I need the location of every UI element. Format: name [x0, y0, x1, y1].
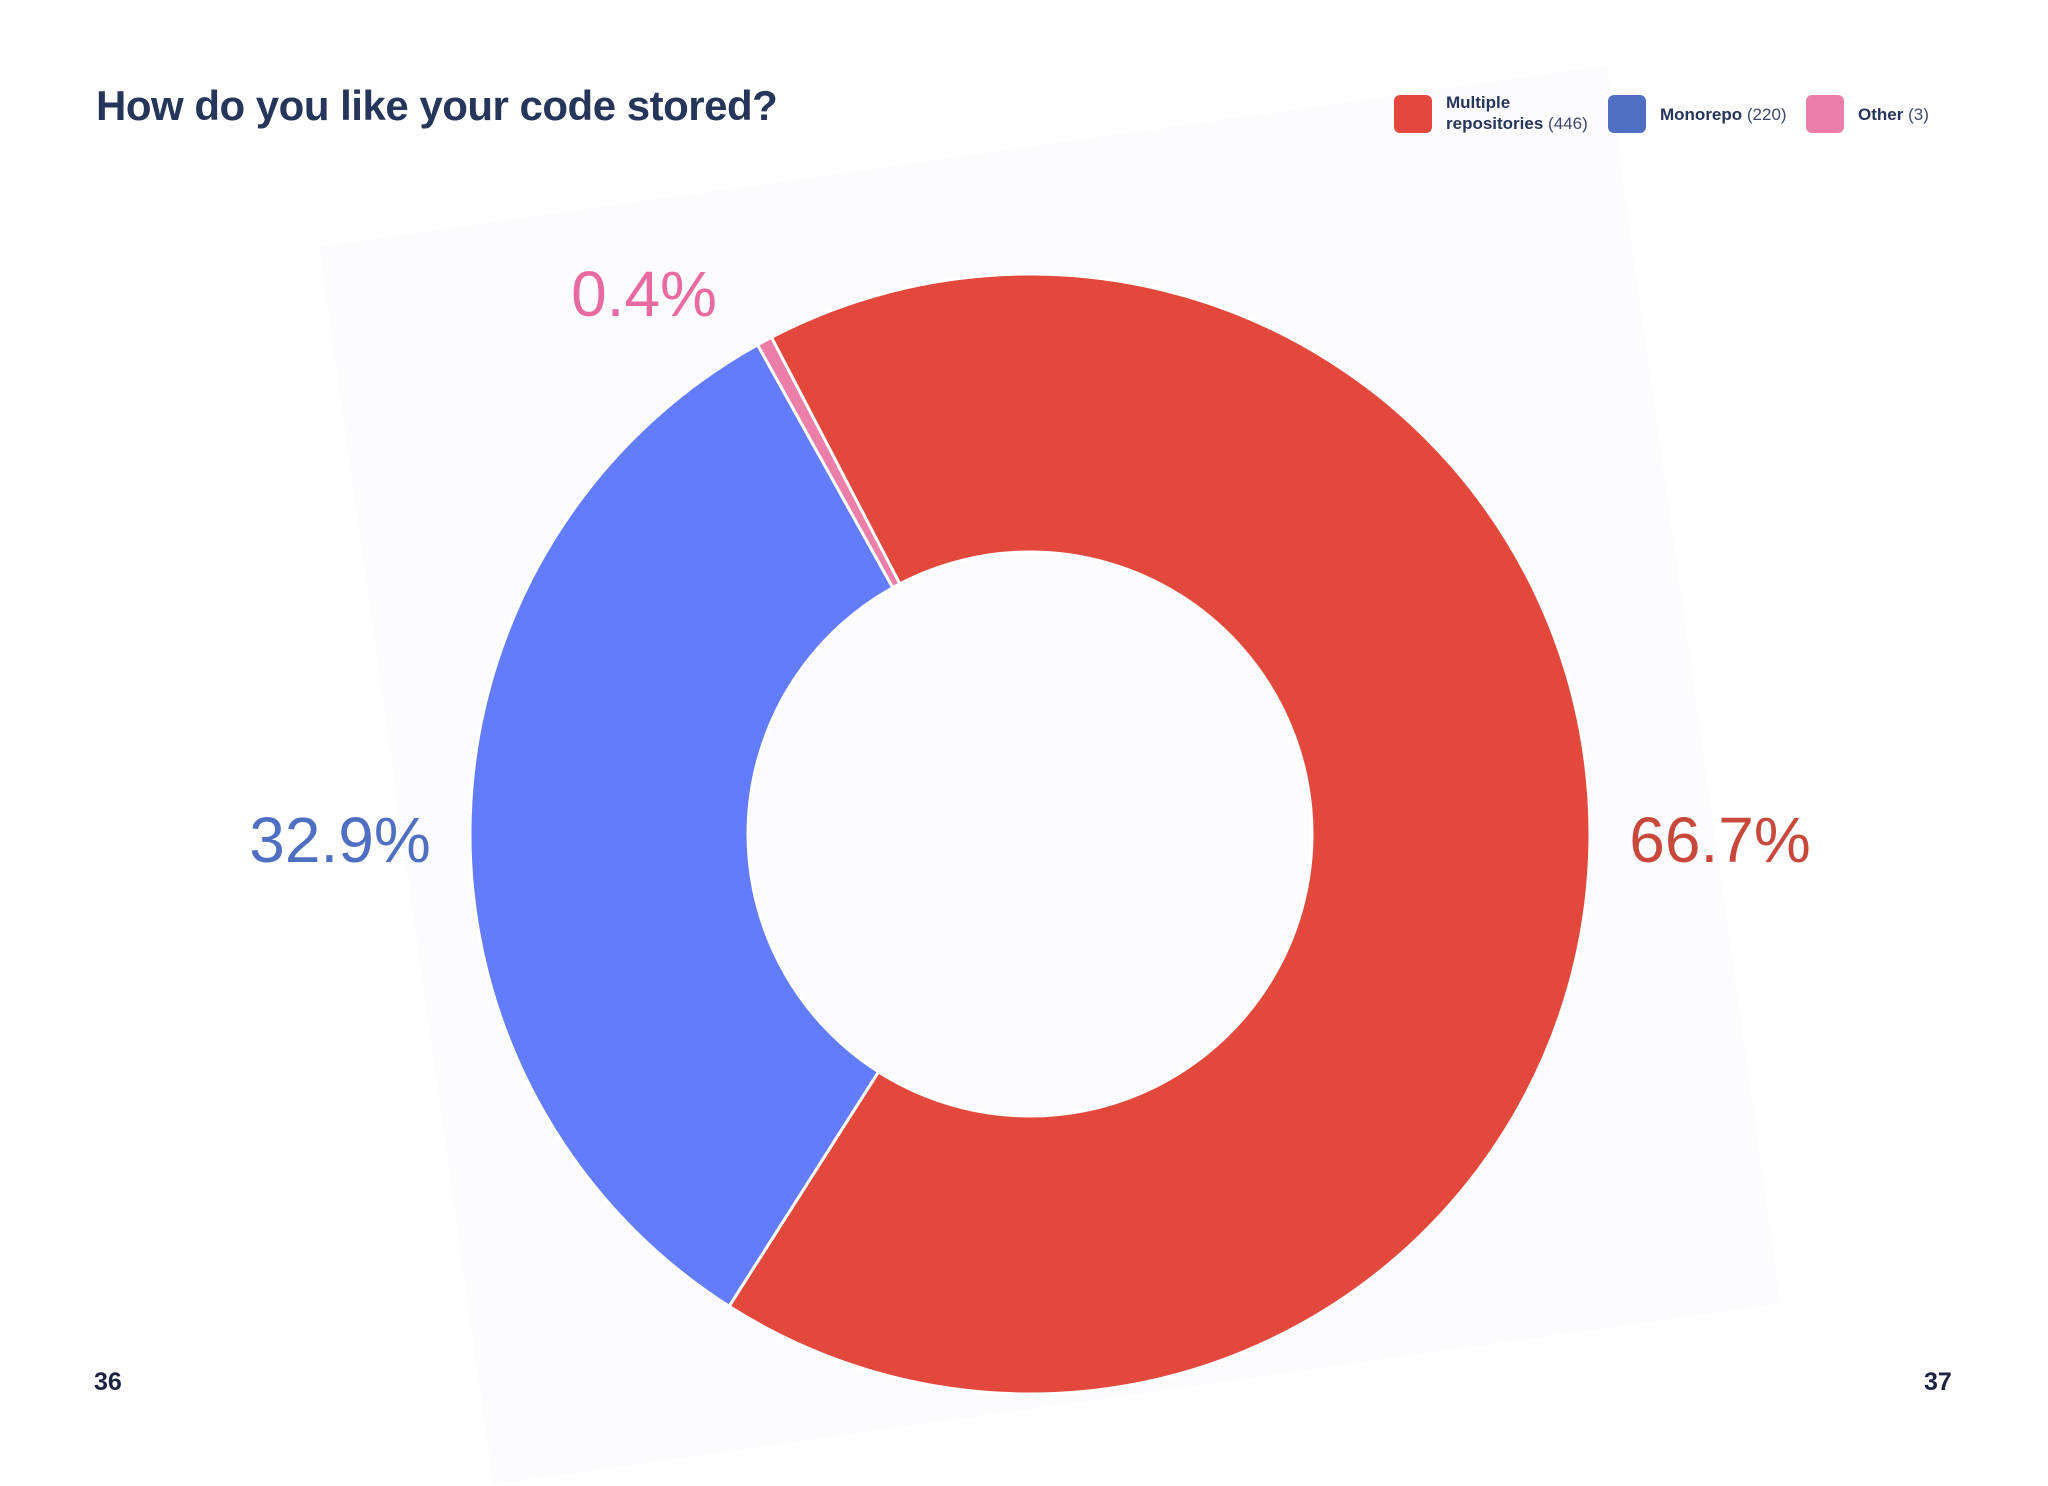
- slice-monorepo: [468, 342, 895, 1309]
- legend-label-monorepo: Monorepo (220): [1660, 104, 1787, 125]
- legend-swatch-other: [1806, 95, 1844, 133]
- legend-swatch-monorepo: [1608, 95, 1646, 133]
- data-label-monorepo: 32.9%: [249, 804, 430, 876]
- legend-name: Monorepo: [1660, 105, 1743, 124]
- legend-swatch-multiple-repositories: [1394, 95, 1432, 133]
- page-number-left: 36: [94, 1368, 122, 1396]
- data-label-other: 0.4%: [571, 258, 717, 330]
- legend-count: (3): [1908, 105, 1929, 124]
- legend-label-other: Other (3): [1858, 104, 1929, 125]
- chart-title: How do you like your code stored?: [96, 82, 778, 129]
- legend-name: Other: [1858, 105, 1904, 124]
- donut-slices: [468, 272, 1592, 1396]
- slice-other: [755, 335, 902, 590]
- legend-count: (220): [1746, 105, 1787, 124]
- donut-labels: 66.7% 32.9% 0.4%: [249, 258, 1810, 876]
- page-number-right: 37: [1924, 1368, 1952, 1396]
- legend-name: Multiple repositories: [1446, 93, 1544, 133]
- legend-count: (446): [1548, 114, 1588, 133]
- slice-multiple-repositories: [727, 272, 1592, 1396]
- chart-legend: Multiple repositories (446) Monorepo (22…: [1394, 92, 1954, 140]
- legend-label-multiple-repositories: Multiple repositories (446): [1446, 92, 1591, 134]
- data-label-multiple-repositories: 66.7%: [1629, 804, 1810, 876]
